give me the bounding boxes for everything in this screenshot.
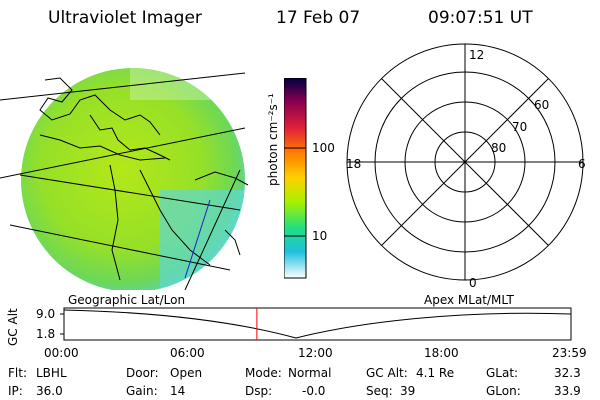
terminator-line xyxy=(184,199,211,279)
gain-value: 14 xyxy=(170,384,186,398)
filter-value: LBHL xyxy=(36,366,67,380)
gcalt-value: 4.1 Re xyxy=(416,366,455,380)
dsp-value: -0.0 xyxy=(302,384,326,398)
glon-value: 33.9 xyxy=(554,384,581,398)
earth-image-panel xyxy=(0,68,249,290)
colorbar-tick-100: 100 xyxy=(312,141,335,155)
mode-label: Mode: xyxy=(245,366,282,380)
seq-value: 39 xyxy=(400,384,416,398)
gain-label: Gain: xyxy=(126,384,158,398)
dsp-label: Dsp: xyxy=(245,384,273,398)
altitude-right-title: Apex MLat/MLT xyxy=(424,293,514,307)
gcalt-label: GC Alt: xyxy=(366,366,408,380)
xtick-1800: 18:00 xyxy=(424,346,459,360)
xtick-0600: 06:00 xyxy=(170,346,205,360)
xtick-0000: 00:00 xyxy=(44,346,79,360)
colorbar xyxy=(284,78,307,279)
polar-label-80: 80 xyxy=(491,141,507,155)
altitude-plot xyxy=(60,307,572,341)
polar-label-6: 6 xyxy=(578,157,586,171)
polar-label-70: 70 xyxy=(512,120,528,134)
xtick-2359: 23:59 xyxy=(552,346,587,360)
altitude-left-title: Geographic Lat/Lon xyxy=(68,293,186,307)
observation-date: 17 Feb 07 xyxy=(276,8,361,28)
seq-label: Seq: xyxy=(366,384,393,398)
polar-label-18: 18 xyxy=(346,157,362,171)
polar-label-60: 60 xyxy=(534,98,550,112)
door-value: Open xyxy=(170,366,203,380)
altitude-ymax: 9.0 xyxy=(36,307,56,321)
grid-lines xyxy=(0,72,246,290)
glat-value: 32.3 xyxy=(554,366,581,380)
mode-value: Normal xyxy=(288,366,332,380)
polar-label-0: 0 xyxy=(469,276,477,290)
door-label: Door: xyxy=(126,366,159,380)
ip-label: IP: xyxy=(8,384,23,398)
observation-time: 09:07:51 UT xyxy=(428,8,533,28)
glat-label: GLat: xyxy=(486,366,519,380)
altitude-curve xyxy=(63,309,572,339)
colorbar-unit-label: photon cm⁻²s⁻¹ xyxy=(266,93,280,186)
instrument-title: Ultraviolet Imager xyxy=(48,8,202,28)
polar-label-12: 12 xyxy=(469,48,485,62)
ip-value: 36.0 xyxy=(36,384,63,398)
xtick-1200: 12:00 xyxy=(298,346,333,360)
altitude-ymin: 1.8 xyxy=(36,327,56,341)
colorbar-tick-10: 10 xyxy=(312,229,328,243)
filter-label: Flt: xyxy=(8,366,27,380)
polar-plot xyxy=(346,43,584,281)
glon-label: GLon: xyxy=(486,384,521,398)
